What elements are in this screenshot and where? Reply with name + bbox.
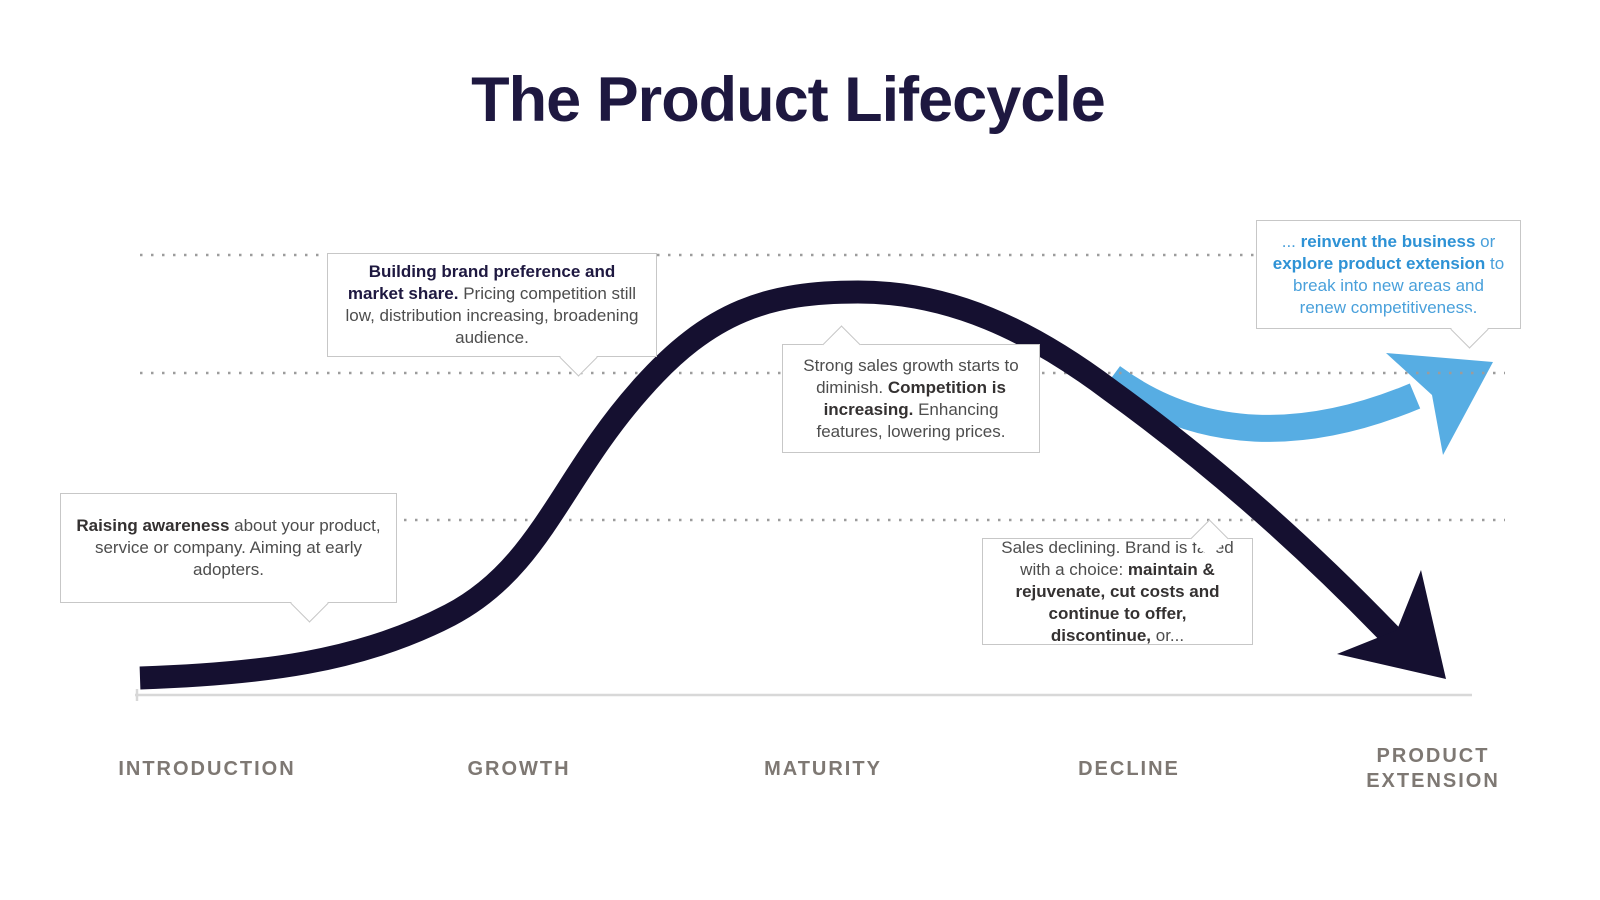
callout-maturity-rest: Enhancing features, lowering prices.	[816, 399, 1006, 441]
extension-arrow-shaft	[1103, 366, 1421, 442]
callout-growth-rest: Pricing competition still low, distribut…	[345, 284, 639, 347]
callout-decline-bold: maintain & rejuvenate, cut costs and con…	[1015, 559, 1220, 645]
callout-decline-lead: Sales declining. Brand is faced with a c…	[1001, 537, 1234, 579]
callout-growth-text: Building brand preference and market sha…	[342, 261, 642, 349]
callout-growth-bold: Building brand preference and market sha…	[347, 262, 616, 303]
callout-maturity-bold: Competition is increasing.	[823, 377, 1006, 419]
callout-decline: Sales declining. Brand is faced with a c…	[982, 518, 1253, 647]
stage-label-maturity: MATURITY	[764, 758, 882, 780]
extension-arrow-arrowhead-icon	[1386, 353, 1493, 455]
callout-decline-rest: or...	[1151, 625, 1185, 645]
lifecycle-curve-arrowhead-icon	[1337, 570, 1446, 679]
callout-introduction: Raising awareness about your product, se…	[60, 493, 397, 623]
callout-maturity-text: Strong sales growth starts to diminish. …	[797, 355, 1025, 443]
callout-extension-bold1: reinvent the business	[1300, 231, 1476, 251]
callout-extension-lead: ...	[1281, 231, 1301, 251]
callout-growth: Building brand preference and market sha…	[327, 253, 657, 377]
callout-product-extension: ... reinvent the business or explore pro…	[1256, 220, 1521, 349]
page-title: The Product Lifecycle	[471, 65, 1106, 135]
callout-extension-bold2: explore product extension	[1272, 253, 1486, 273]
callout-introduction-rest: about your product, service or company. …	[94, 516, 381, 579]
stage-label-growth: GROWTH	[467, 758, 571, 780]
callout-introduction-bold: Raising awareness	[76, 516, 230, 535]
stage-label-product-extension: PRODUCT EXTENSION	[1366, 745, 1500, 792]
callout-product-extension-text: ... reinvent the business or explore pro…	[1271, 231, 1506, 319]
callout-extension-mid: or	[1475, 231, 1496, 251]
callout-extension-rest: to break into new areas and renew compet…	[1293, 253, 1505, 317]
stage-label-decline: DECLINE	[1078, 758, 1180, 780]
callout-decline-text: Sales declining. Brand is faced with a c…	[997, 537, 1238, 647]
stage-label-introduction: INTRODUCTION	[118, 758, 296, 780]
callout-introduction-text: Raising awareness about your product, se…	[75, 515, 382, 581]
callout-maturity: Strong sales growth starts to diminish. …	[782, 324, 1040, 453]
lifecycle-curve-path	[139, 280, 1409, 690]
callout-maturity-lead: Strong sales growth starts to diminish.	[803, 355, 1019, 397]
